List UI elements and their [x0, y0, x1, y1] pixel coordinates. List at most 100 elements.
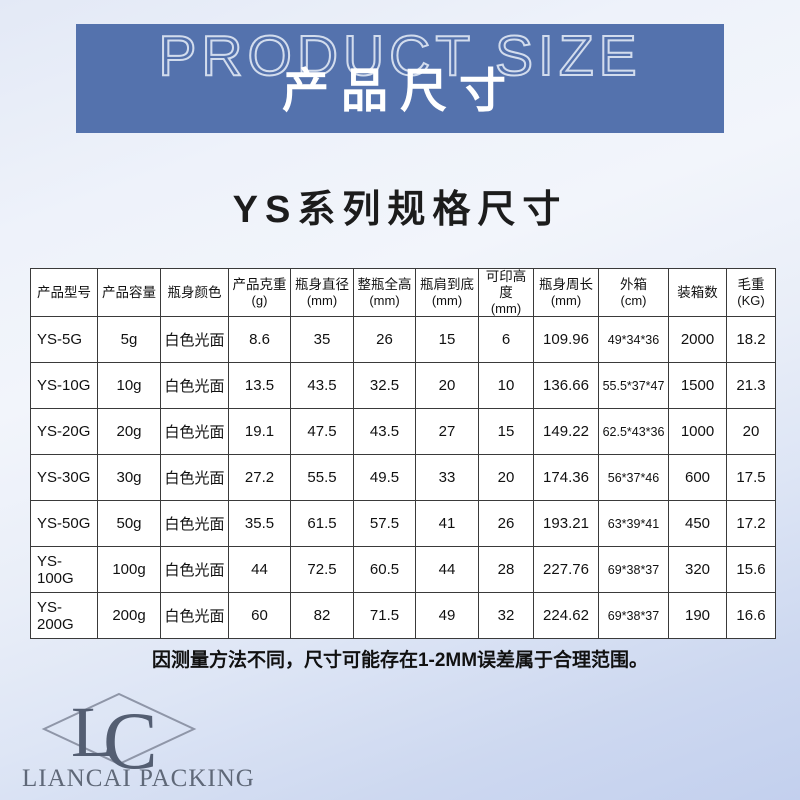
cell-height: 71.5	[353, 592, 416, 639]
col-header-circumference-label: 瓶身周长	[539, 277, 593, 292]
table-row: YS-50G 50g 白色光面 35.5 61.5 57.5 41 26 193.21 63*39…	[30, 500, 776, 547]
cell-capacity: 50g	[97, 500, 161, 547]
cell-height: 43.5	[353, 408, 416, 455]
col-header-carton-unit: (cm)	[620, 293, 647, 308]
cell-gross-weight: 18.2	[726, 316, 776, 363]
cell-print-height: 20	[478, 454, 534, 501]
cell-color: 白色光面	[160, 408, 229, 455]
cell-model: YS-5G	[30, 316, 98, 363]
col-header-gross-weight-label: 毛重	[737, 277, 765, 292]
cell-model: YS-50G	[30, 500, 98, 547]
col-header-shoulder-unit: (mm)	[431, 293, 463, 308]
cell-circumference: 149.22	[533, 408, 599, 455]
cell-weight: 35.5	[228, 500, 291, 547]
cell-circumference: 224.62	[533, 592, 599, 639]
cell-diameter: 47.5	[290, 408, 354, 455]
col-header-gross-weight-unit: (KG)	[737, 293, 765, 308]
cell-height: 60.5	[353, 546, 416, 593]
col-header-shoulder-label: 瓶肩到底	[420, 277, 474, 292]
logo-monogram-l: L	[71, 692, 115, 772]
col-header-circumference: 瓶身周长 (mm)	[533, 268, 599, 317]
cell-model: YS-100G	[30, 546, 98, 593]
cell-qty: 1000	[668, 408, 727, 455]
page-title: YS系列规格尺寸	[232, 189, 568, 231]
table-row: YS-100G 100g 白色光面 44 72.5 60.5 44 28 227.76 69*38…	[30, 546, 776, 593]
cell-qty: 320	[668, 546, 727, 593]
spec-table-head: 产品型号 产品容量 瓶身颜色 产品克重 (g) 瓶身直径 (mm)	[30, 268, 776, 317]
col-header-weight: 产品克重 (g)	[228, 268, 291, 317]
cell-print-height: 32	[478, 592, 534, 639]
cell-qty: 1500	[668, 362, 727, 409]
col-header-print-height-unit: (mm)	[490, 301, 522, 316]
cell-qty: 450	[668, 500, 727, 547]
cell-weight: 19.1	[228, 408, 291, 455]
col-header-capacity: 产品容量	[97, 268, 161, 317]
col-header-print-height: 可印高度 (mm)	[478, 268, 534, 317]
cell-color: 白色光面	[160, 316, 229, 363]
cell-weight: 44	[228, 546, 291, 593]
cell-capacity: 100g	[97, 546, 161, 593]
cell-carton: 49*34*36	[598, 316, 669, 363]
col-header-model-label: 产品型号	[37, 284, 91, 300]
col-header-diameter-unit: (mm)	[306, 293, 338, 308]
cell-capacity: 200g	[97, 592, 161, 639]
cell-gross-weight: 16.6	[726, 592, 776, 639]
col-header-weight-unit: (g)	[251, 293, 268, 308]
cell-shoulder: 33	[415, 454, 479, 501]
cell-print-height: 26	[478, 500, 534, 547]
cell-qty: 2000	[668, 316, 727, 363]
cell-print-height: 15	[478, 408, 534, 455]
cell-circumference: 136.66	[533, 362, 599, 409]
logo-monogram-c: C	[103, 695, 158, 786]
col-header-height: 整瓶全高 (mm)	[353, 268, 416, 317]
cell-shoulder: 20	[415, 362, 479, 409]
cell-carton: 69*38*37	[598, 546, 669, 593]
cell-height: 26	[353, 316, 416, 363]
cell-print-height: 6	[478, 316, 534, 363]
col-header-height-unit: (mm)	[369, 293, 400, 308]
col-header-weight-label: 产品克重	[232, 277, 287, 292]
cell-carton: 62.5*43*36	[598, 408, 669, 455]
cell-capacity: 5g	[97, 316, 161, 363]
measurement-tolerance-note: 因测量方法不同，尺寸可能存在1-2MM误差属于合理范围。	[151, 650, 649, 671]
cell-model: YS-200G	[30, 592, 98, 639]
banner-title-chinese: 产品尺寸	[282, 64, 518, 117]
cell-gross-weight: 20	[726, 408, 776, 455]
cell-carton: 69*38*37	[598, 592, 669, 639]
spec-table: 产品型号 产品容量 瓶身颜色 产品克重 (g) 瓶身直径 (mm)	[30, 268, 776, 639]
col-header-height-label: 整瓶全高	[357, 277, 412, 292]
col-header-color-label: 瓶身颜色	[167, 284, 222, 300]
col-header-circumference-unit: (mm)	[550, 293, 582, 308]
cell-color: 白色光面	[160, 592, 229, 639]
brand-logo: L C LIANCAI PACKING	[14, 684, 264, 789]
cell-diameter: 82	[290, 592, 354, 639]
cell-diameter: 55.5	[290, 454, 354, 501]
cell-diameter: 43.5	[290, 362, 354, 409]
cell-model: YS-30G	[30, 454, 98, 501]
cell-gross-weight: 17.2	[726, 500, 776, 547]
logo-brand-name: LIANCAI PACKING	[22, 765, 255, 789]
cell-circumference: 193.21	[533, 500, 599, 547]
table-row: YS-10G 10g 白色光面 13.5 43.5 32.5 20 10 136.66 55.5*…	[30, 362, 776, 409]
col-header-diameter: 瓶身直径 (mm)	[290, 268, 354, 317]
cell-color: 白色光面	[160, 500, 229, 547]
spec-table-container: 产品型号 产品容量 瓶身颜色 产品克重 (g) 瓶身直径 (mm)	[30, 268, 776, 639]
cell-circumference: 174.36	[533, 454, 599, 501]
cell-capacity: 10g	[97, 362, 161, 409]
col-header-qty: 装箱数	[668, 268, 727, 317]
cell-qty: 600	[668, 454, 727, 501]
col-header-diameter-label: 瓶身直径	[295, 277, 349, 292]
table-row: YS-30G 30g 白色光面 27.2 55.5 49.5 33 20 174.36 56*37…	[30, 454, 776, 501]
cell-diameter: 72.5	[290, 546, 354, 593]
table-row: YS-20G 20g 白色光面 19.1 47.5 43.5 27 15 149.22 62.5*…	[30, 408, 776, 455]
cell-height: 32.5	[353, 362, 416, 409]
cell-gross-weight: 15.6	[726, 546, 776, 593]
col-header-carton-label: 外箱	[620, 277, 647, 292]
cell-shoulder: 41	[415, 500, 479, 547]
cell-carton: 55.5*37*47	[598, 362, 669, 409]
header-banner: PRODUCT SIZE 产品尺寸	[76, 24, 724, 133]
cell-weight: 27.2	[228, 454, 291, 501]
table-row: YS-200G 200g 白色光面 60 82 71.5 49 32 224.62 69*38*3…	[30, 592, 776, 639]
cell-color: 白色光面	[160, 362, 229, 409]
cell-height: 49.5	[353, 454, 416, 501]
